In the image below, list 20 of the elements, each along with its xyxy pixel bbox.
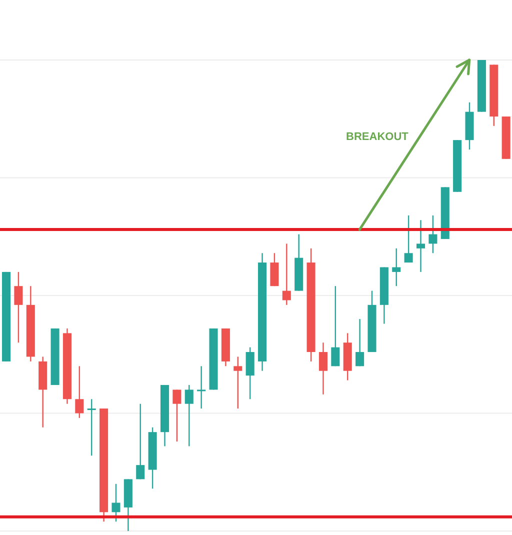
annotation: BREAKOUT (346, 131, 409, 144)
candlestick (112, 483, 120, 522)
candlestick (404, 214, 413, 264)
candlestick (246, 346, 254, 400)
candlestick (282, 243, 291, 306)
candlestick (234, 356, 242, 410)
candlestick (331, 285, 340, 367)
candlestick (197, 366, 206, 410)
candlestick (428, 214, 438, 254)
candlestick (392, 248, 401, 287)
candlestick (87, 398, 96, 456)
candlestick (416, 220, 426, 273)
candlestick (14, 271, 23, 344)
candlestick (184, 384, 194, 447)
candlestick (318, 342, 328, 396)
candlestick (75, 366, 84, 419)
candlestick (172, 389, 182, 442)
candlestick (270, 252, 279, 287)
candlestick (136, 403, 145, 480)
candlestick (356, 318, 364, 367)
